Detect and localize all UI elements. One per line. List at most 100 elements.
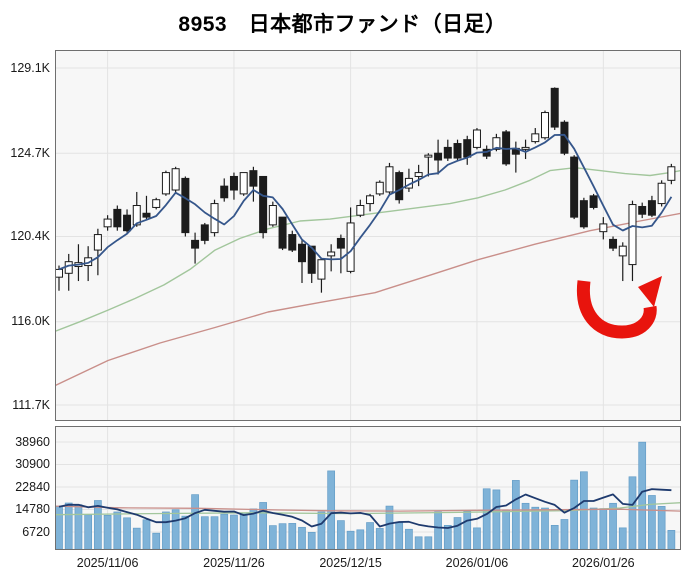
- volume-bar: [239, 512, 248, 550]
- candle-down: [229, 175, 238, 191]
- candle-down: [579, 200, 588, 228]
- chart-title: 8953 日本都市ファンド（日足）: [178, 13, 507, 36]
- volume-bar: [152, 532, 161, 550]
- volume-bar: [84, 514, 93, 550]
- candle-up: [103, 218, 112, 228]
- volume-bar: [278, 523, 287, 550]
- date-tick-label: 2025/12/15: [319, 556, 382, 570]
- volume-bar: [473, 527, 481, 550]
- candle-up: [356, 205, 365, 216]
- candle-up: [618, 245, 627, 257]
- price-tick-label: 111.7K: [12, 397, 50, 412]
- volume-bar: [443, 525, 452, 550]
- volume-tick-label: 6720: [22, 524, 50, 539]
- ma-short-line: [58, 133, 673, 271]
- candle-down: [259, 175, 268, 234]
- candle-up: [161, 172, 170, 195]
- candle-up: [599, 223, 608, 233]
- volume-bar: [298, 526, 306, 550]
- candle-down: [288, 234, 297, 251]
- volume-bar: [531, 506, 540, 550]
- price-candlestick-chart: [55, 50, 681, 421]
- candle-up: [152, 199, 161, 208]
- candle-up: [492, 137, 501, 150]
- volume-bar: [550, 525, 559, 550]
- volume-bar: [230, 514, 238, 550]
- volume-bar: [560, 519, 569, 550]
- candle-up: [657, 182, 666, 205]
- volume-bar-chart: [55, 426, 681, 550]
- candle-up: [366, 195, 375, 205]
- volume-ma-line: [58, 488, 672, 529]
- volume-bar: [337, 520, 345, 550]
- volume-bar: [103, 514, 112, 550]
- candle-up: [375, 181, 384, 195]
- volume-bar: [162, 511, 170, 550]
- candle-down: [647, 200, 656, 216]
- date-tick-label: 2025/11/06: [76, 556, 139, 570]
- volume-bar: [307, 531, 316, 550]
- volume-bar: [424, 536, 433, 550]
- ma-long-line: [55, 212, 681, 387]
- date-tick-label: 2025/11/26: [203, 556, 265, 570]
- date-tick-label: 2026/01/26: [572, 556, 635, 570]
- volume-bar: [142, 519, 151, 550]
- volume-bar: [434, 511, 442, 550]
- candle-down: [123, 214, 132, 232]
- candle-up: [521, 146, 530, 150]
- candle-down: [307, 245, 316, 274]
- volume-bar: [327, 470, 336, 550]
- volume-bar: [210, 516, 219, 550]
- volume-bar: [492, 489, 501, 550]
- plot-border: [55, 50, 681, 421]
- candle-down: [570, 156, 579, 218]
- candle-up: [385, 166, 394, 193]
- volume-bar: [220, 513, 229, 550]
- candle-up: [472, 129, 481, 148]
- candle-up: [55, 268, 63, 278]
- volume-bar: [191, 494, 199, 550]
- candle-down: [443, 146, 452, 159]
- candle-down: [550, 87, 559, 128]
- price-tick-label: 124.7K: [10, 145, 50, 160]
- candle-up: [239, 172, 248, 195]
- price-tick-label: 116.0K: [11, 314, 50, 329]
- volume-bar: [541, 507, 549, 550]
- candle-down: [220, 185, 229, 199]
- volume-bar: [123, 517, 131, 550]
- candle-down: [113, 208, 122, 228]
- volume-bar: [113, 511, 122, 550]
- volume-bar: [55, 506, 63, 550]
- volume-bar: [317, 511, 326, 550]
- volume-bar: [356, 529, 365, 550]
- candle-down: [142, 212, 151, 218]
- volume-bar: [375, 528, 384, 550]
- volume-bar: [502, 509, 510, 550]
- candle-down: [434, 152, 443, 161]
- candle-up: [414, 172, 423, 177]
- volume-bar: [570, 479, 579, 550]
- volume-bar: [589, 507, 598, 550]
- volume-bar: [64, 502, 73, 550]
- candle-up: [667, 166, 676, 181]
- candle-up: [531, 133, 540, 143]
- volume-bar: [268, 525, 277, 550]
- volume-bar: [609, 502, 617, 550]
- volume-bar: [657, 506, 666, 550]
- candle-down: [191, 239, 200, 249]
- volume-bar: [599, 508, 608, 550]
- candle-down: [249, 170, 258, 187]
- candle-down: [560, 121, 569, 154]
- volume-tick-label: 38960: [15, 434, 50, 449]
- candle-up: [541, 112, 549, 139]
- volume-bar: [288, 523, 297, 550]
- volume-bar: [511, 480, 520, 550]
- candle-down: [278, 216, 287, 249]
- volume-tick-label: 14780: [15, 502, 50, 516]
- candle-down: [638, 205, 647, 215]
- plot-border: [55, 426, 681, 550]
- volume-bar: [618, 527, 627, 550]
- candle-down: [589, 195, 598, 208]
- rebound-arrow-curve: [576, 280, 657, 339]
- volume-bar: [200, 516, 209, 550]
